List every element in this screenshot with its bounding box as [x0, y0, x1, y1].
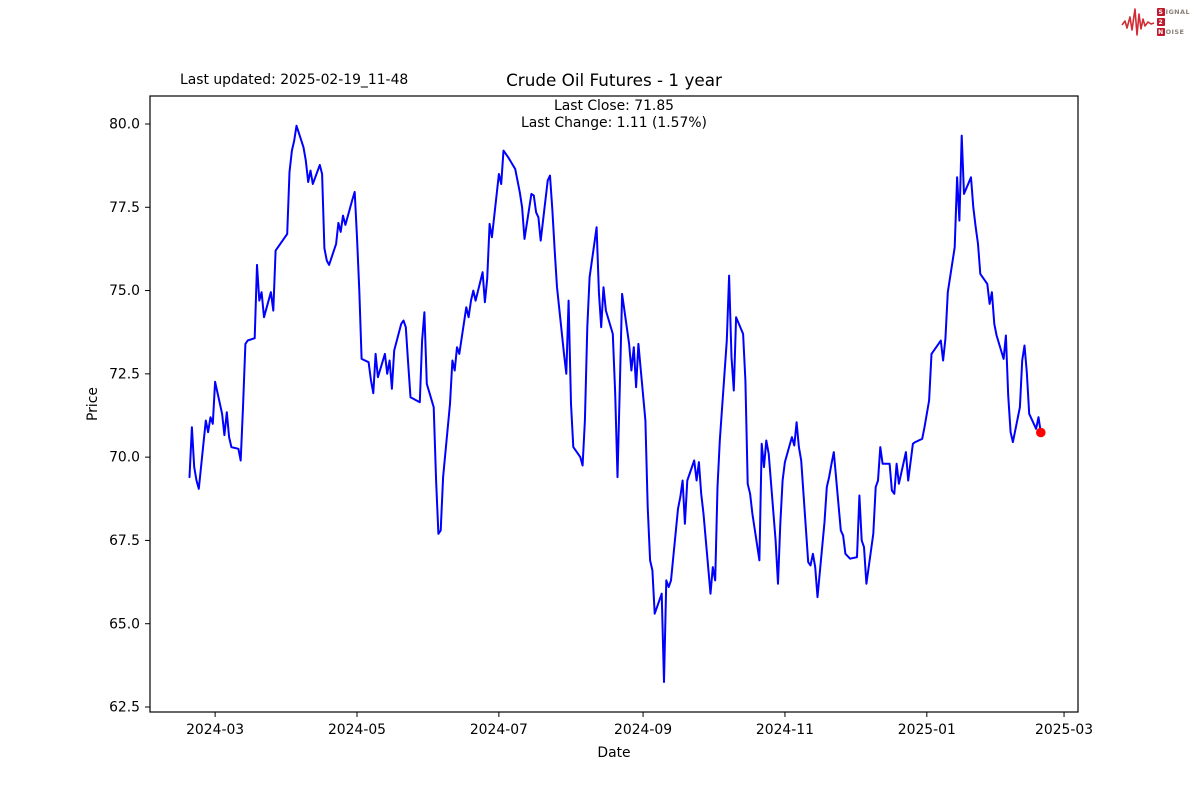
logo-rest-oise: OISE	[1165, 28, 1185, 36]
logo-row-signal: S IGNAL	[1156, 7, 1190, 17]
price-line	[188, 124, 1042, 683]
y-tick-label: 75.0	[109, 283, 140, 299]
y-tick-label: 77.5	[109, 200, 140, 216]
x-tick-label: 2025-01	[898, 722, 956, 738]
y-tick-label: 67.5	[109, 533, 140, 549]
x-tick-label: 2024-03	[186, 722, 244, 738]
y-tick-label: 70.0	[109, 450, 140, 466]
logo-rest-ignal: IGNAL	[1165, 8, 1190, 16]
last-updated-text: Last updated: 2025-02-19_11-48	[180, 72, 409, 88]
logo-box-s: S	[1156, 8, 1165, 16]
x-axis-label: Date	[597, 745, 630, 761]
waveform-icon	[1120, 8, 1154, 36]
y-tick-label: 65.0	[109, 616, 140, 632]
x-tick-label: 2024-11	[756, 722, 814, 738]
logo-text: S IGNAL 2 N OISE	[1156, 7, 1190, 37]
x-tick-label: 2024-09	[614, 722, 672, 738]
x-tick-label: 2024-05	[328, 722, 386, 738]
logo-row-noise: N OISE	[1156, 27, 1190, 37]
y-axis-label: Price	[85, 387, 101, 421]
logo-box-n: N	[1156, 28, 1165, 36]
last-change-annotation: Last Change: 1.11 (1.57%)	[521, 115, 707, 131]
logo-row-2: 2	[1156, 17, 1190, 27]
logo-box-2: 2	[1156, 18, 1165, 26]
last-point-marker	[1036, 427, 1046, 438]
signal2noise-logo: S IGNAL 2 N OISE	[1120, 6, 1190, 38]
y-tick-label: 62.5	[109, 700, 140, 716]
y-tick-label: 80.0	[109, 117, 140, 133]
y-tick-label: 72.5	[109, 366, 140, 382]
x-tick-label: 2024-07	[470, 722, 528, 738]
chart-title: Crude Oil Futures - 1 year	[506, 70, 722, 90]
last-close-annotation: Last Close: 71.85	[553, 98, 675, 114]
plot-frame	[149, 95, 1079, 713]
x-tick-label: 2025-03	[1035, 722, 1093, 738]
